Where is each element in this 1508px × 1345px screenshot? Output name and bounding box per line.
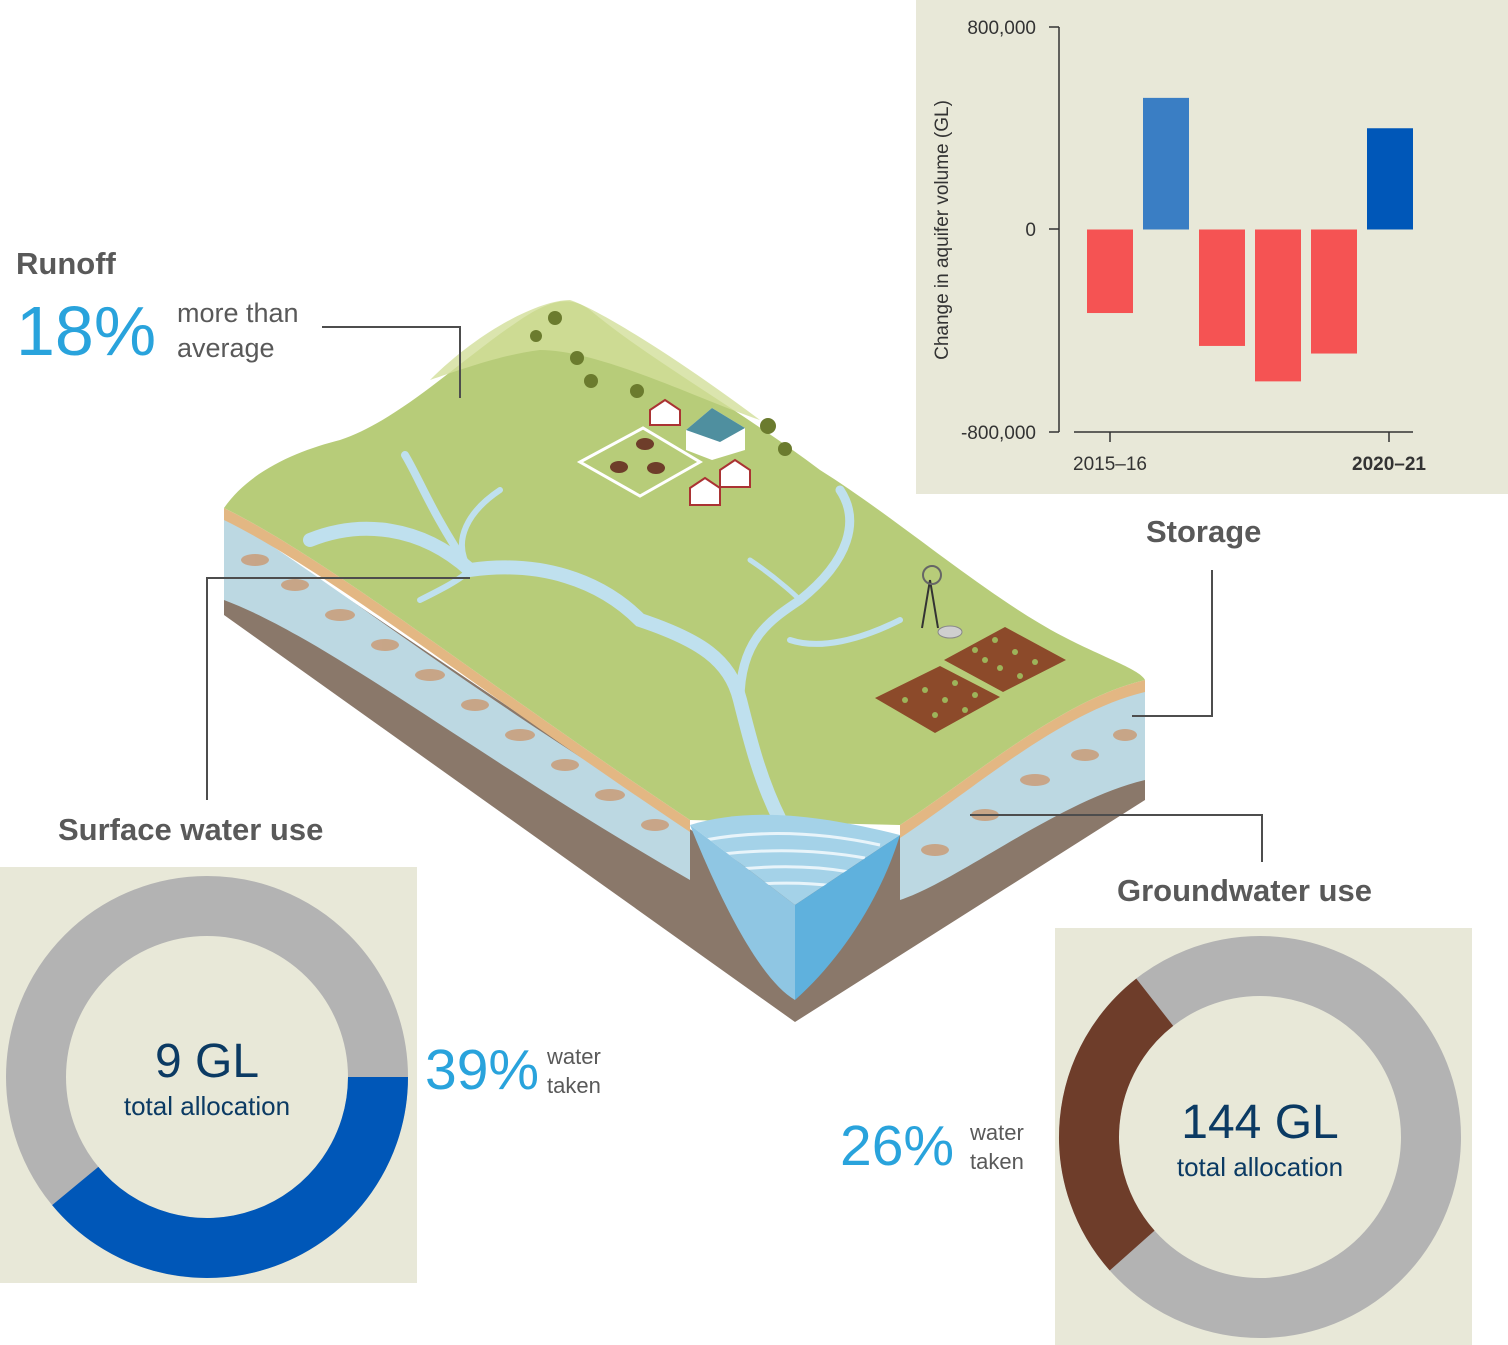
runoff-heading: Runoff [16,246,116,281]
surface-water-heading: Surface water use [58,812,324,847]
surface-water-percent: 39% [425,1038,540,1102]
crop-field-2 [944,627,1066,692]
sand-strip-left [224,508,690,832]
storage-bars [1087,97,1413,382]
aquifer-layer-left [224,515,690,880]
river-mouth [690,814,900,905]
surface-leader [206,577,470,800]
storage-bar-5 [1311,229,1357,354]
paddock [576,426,703,498]
surface-donut-taken-arc [52,1076,408,1278]
ground-pct-line2: taken [970,1149,1024,1174]
crop-field-1 [875,666,1000,733]
ground-pct-line1: water [970,1120,1024,1145]
y-tick-label-zero: 0 [1025,220,1036,241]
surface-water-panel: 9 GL total allocation [0,867,417,1283]
windmill [921,565,942,629]
surface-pct-line2: taken [547,1073,601,1098]
storage-bar-3 [1199,229,1245,346]
surface-total-label: total allocation [124,1091,290,1121]
y-tick-label-top: 800,000 [967,18,1036,39]
farm-buildings [649,398,751,506]
storage-leader [1132,570,1213,717]
groundwater-donut: 144 GL total allocation [1059,936,1461,1338]
groundwater-panel: 144 GL total allocation [1055,928,1472,1345]
storage-bar-4 [1255,229,1301,382]
groundwater-heading: Groundwater use [1117,873,1372,908]
storage-bar-chart: Change in aquifer volume (GL) 800,000 0 … [932,18,1426,475]
storage-chart-panel: Change in aquifer volume (GL) 800,000 0 … [916,0,1508,494]
bedrock-layer [224,515,1145,1022]
surface-total-value: 9 GL [155,1035,259,1088]
runoff-leader [322,326,461,398]
aquifer-layer-right [900,690,1145,900]
surface-water-donut: 9 GL total allocation [6,876,408,1278]
x-tick-label-first: 2015–16 [1073,454,1147,475]
surface-pct-line1: water [547,1044,601,1069]
runoff-percent: 18% [16,292,157,370]
storage-bar-6 [1367,128,1413,230]
ground-total-label: total allocation [1177,1152,1343,1182]
groundwater-leader [970,814,1263,862]
runoff-line1: more than [177,298,299,328]
y-tick-label-bottom: -800,000 [961,423,1036,444]
runoff-line2: average [177,333,275,363]
sand-strip-right [900,680,1145,838]
storage-ylabel: Change in aquifer volume (GL) [932,100,953,360]
storage-bar-2 [1143,97,1189,230]
ground-donut-taken-arc [1059,978,1174,1271]
water-column [690,825,795,1000]
storage-heading: Storage [1146,514,1262,549]
x-tick-label-last: 2020–21 [1352,454,1426,475]
ground-total-value: 144 GL [1181,1096,1338,1149]
storage-bar-1 [1087,229,1133,314]
groundwater-percent: 26% [840,1114,955,1178]
